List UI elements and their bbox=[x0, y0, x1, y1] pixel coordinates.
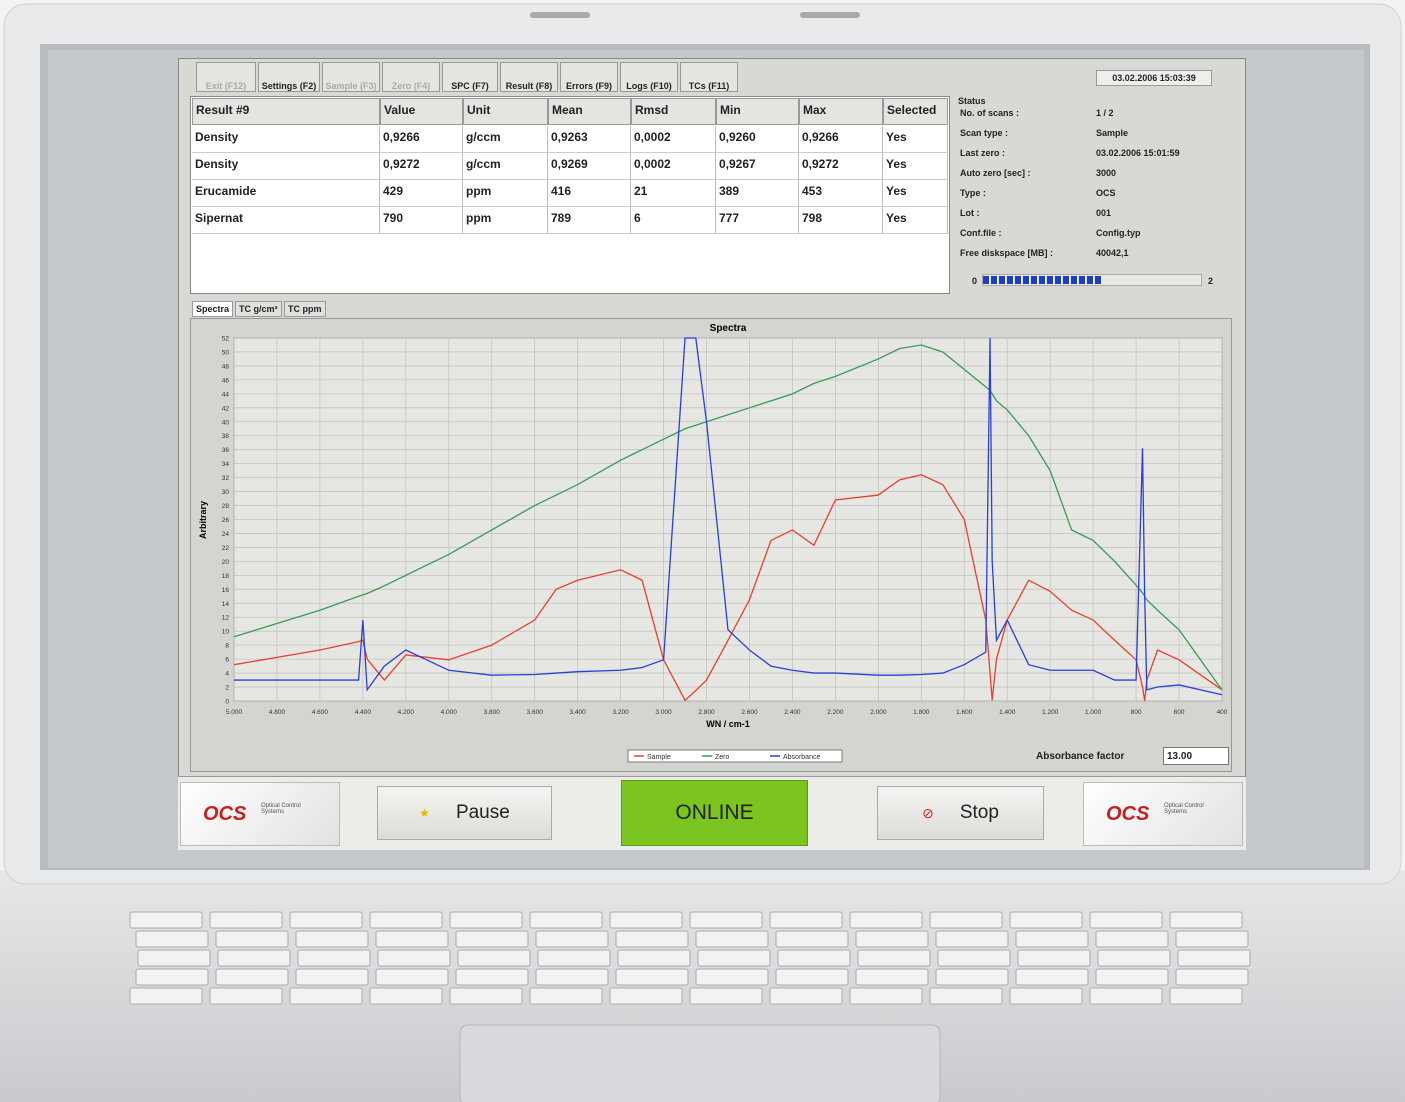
chart-title: Spectra bbox=[710, 323, 747, 334]
x-tick-label: 1.600 bbox=[956, 709, 973, 716]
y-tick-label: 32 bbox=[222, 475, 230, 482]
x-tick-label: 1.000 bbox=[1085, 709, 1102, 716]
y-tick-label: 4 bbox=[225, 671, 229, 678]
x-tick-label: 1.800 bbox=[913, 709, 930, 716]
y-tick-label: 42 bbox=[222, 405, 230, 412]
x-tick-label: 1.400 bbox=[999, 709, 1016, 716]
y-tick-label: 44 bbox=[222, 391, 230, 398]
x-tick-label: 3.400 bbox=[570, 709, 587, 716]
y-tick-label: 20 bbox=[222, 559, 230, 566]
y-tick-label: 24 bbox=[222, 531, 230, 538]
x-tick-label: 600 bbox=[1174, 709, 1185, 716]
x-tick-label: 400 bbox=[1217, 709, 1228, 716]
y-tick-label: 6 bbox=[225, 657, 229, 664]
y-tick-label: 2 bbox=[225, 685, 229, 692]
y-tick-label: 30 bbox=[222, 489, 230, 496]
x-tick-label: 2.000 bbox=[870, 709, 887, 716]
x-tick-label: 4.000 bbox=[441, 709, 458, 716]
x-tick-label: 2.800 bbox=[698, 709, 715, 716]
y-tick-label: 14 bbox=[222, 601, 230, 608]
x-tick-label: 1.200 bbox=[1042, 709, 1059, 716]
x-tick-label: 3.200 bbox=[612, 709, 629, 716]
y-tick-label: 48 bbox=[222, 363, 230, 370]
x-tick-label: 3.800 bbox=[484, 709, 501, 716]
y-tick-label: 34 bbox=[222, 461, 230, 468]
y-tick-label: 38 bbox=[222, 433, 230, 440]
y-axis-label: Arbitrary bbox=[198, 501, 208, 539]
x-tick-label: 3.000 bbox=[655, 709, 672, 716]
y-tick-label: 52 bbox=[222, 336, 230, 343]
x-tick-label: 4.400 bbox=[355, 709, 372, 716]
legend-label: Zero bbox=[715, 754, 730, 761]
x-tick-label: 2.200 bbox=[827, 709, 844, 716]
x-tick-label: 4.800 bbox=[269, 709, 286, 716]
y-tick-label: 26 bbox=[222, 517, 230, 524]
x-tick-label: 2.600 bbox=[741, 709, 758, 716]
x-tick-label: 5.000 bbox=[226, 709, 243, 716]
y-tick-label: 16 bbox=[222, 587, 230, 594]
y-tick-label: 0 bbox=[225, 699, 229, 706]
y-tick-label: 12 bbox=[222, 615, 230, 622]
x-axis-label: WN / cm-1 bbox=[706, 719, 750, 729]
y-tick-label: 50 bbox=[222, 349, 230, 356]
x-tick-label: 4.200 bbox=[398, 709, 415, 716]
legend-label: Absorbance bbox=[783, 754, 820, 761]
legend-label: Sample bbox=[647, 754, 671, 761]
y-tick-label: 22 bbox=[222, 545, 230, 552]
spectra-chart: Spectra WN / cm-1 Arbitrary 024681012141… bbox=[0, 0, 1405, 1102]
y-tick-label: 28 bbox=[222, 503, 230, 510]
y-tick-label: 40 bbox=[222, 419, 230, 426]
y-tick-label: 46 bbox=[222, 377, 230, 384]
x-tick-label: 4.600 bbox=[312, 709, 329, 716]
x-tick-label: 3.600 bbox=[527, 709, 544, 716]
y-tick-label: 10 bbox=[222, 629, 230, 636]
x-tick-label: 2.400 bbox=[784, 709, 801, 716]
y-tick-label: 18 bbox=[222, 573, 230, 580]
screenshot: Exit (F12)Settings (F2)Sample (F3)Zero (… bbox=[0, 0, 1405, 1102]
y-tick-label: 36 bbox=[222, 447, 230, 454]
x-tick-label: 800 bbox=[1131, 709, 1142, 716]
y-tick-label: 8 bbox=[225, 643, 229, 650]
